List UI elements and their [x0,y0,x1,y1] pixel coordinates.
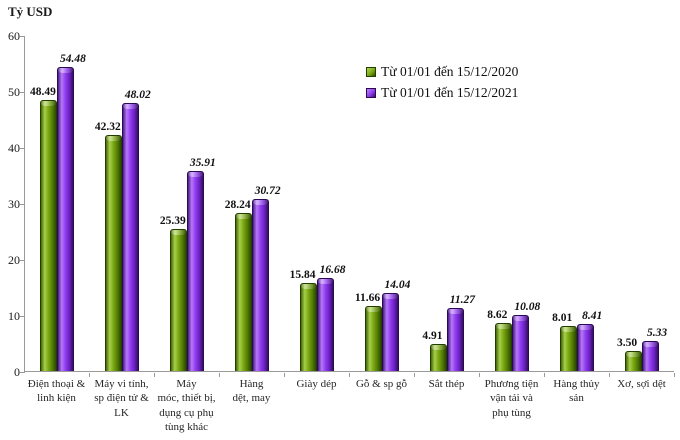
value-label: 48.49 [30,86,56,99]
value-label: 10.08 [514,300,541,313]
category-group: 8.62 10.08 [479,36,544,371]
y-tick-mark [20,204,25,205]
bar-2021: 8.41 [576,310,602,371]
value-label: 8.62 [487,308,508,321]
category-label: Hàng dệt, may [232,378,271,405]
category-group: 28.24 30.72 [220,36,285,371]
legend-swatch-icon [366,88,376,98]
value-label: 5.33 [647,327,668,340]
value-label: 8.41 [582,310,603,323]
category-label: Máy móc, thiết bị, dụng cụ phụ tùng khác [157,378,216,433]
bar-2020: 11.66 [355,292,382,371]
category-label: Xơ, sợi dệt [617,378,666,390]
x-tick-mark [284,373,285,377]
bar-2021: 54.48 [57,53,86,371]
category-group: 25.39 35.91 [155,36,220,371]
bar-2020: 48.49 [30,86,58,371]
category-label: Phương tiện vận tải và phụ tùng [484,378,539,419]
x-tick-mark [479,373,480,377]
value-label: 16.68 [319,263,346,276]
x-tick-mark [89,373,90,377]
y-tick-mark [20,316,25,317]
bar-2020: 42.32 [95,121,123,371]
x-tick-mark [349,373,350,377]
category-label: Điện thoại & linh kiện [27,378,86,405]
x-tick-mark [154,373,155,377]
value-label: 30.72 [254,185,281,198]
category-label: Gỗ & sp gỗ [355,378,408,390]
bar-2021: 14.04 [381,279,410,371]
value-label: 4.91 [422,329,443,342]
value-label: 54.48 [60,52,86,65]
plot-area: 48.49 54.48 42.32 48.02 25.39 35.91 28.24 30.72… [24,36,674,372]
value-label: 42.32 [94,120,121,133]
bar-2021: 35.91 [187,157,216,371]
value-label: 15.84 [289,268,316,281]
legend-item: Từ 01/01 đến 15/12/2020 [366,64,518,80]
bar-2020: 3.50 [617,337,642,371]
x-tick-mark [609,373,610,377]
y-tick-label: 0 [14,365,20,379]
axis-unit-label: Tỷ USD [8,4,53,19]
bar-2020: 15.84 [290,269,318,371]
legend-swatch-icon [366,67,376,77]
bar-2021: 10.08 [511,301,540,371]
category-label: Hàng thủy sản [553,378,600,405]
bar-2020: 8.62 [487,309,512,371]
category-group: 4.91 11.27 [414,36,479,371]
category-label: Giày dép [296,378,337,390]
category-group: 3.50 5.33 [609,36,674,371]
category-group: 42.32 48.02 [90,36,155,371]
bar-2021: 30.72 [252,185,281,371]
bar-2021: 48.02 [122,89,151,371]
y-tick-label: 20 [8,253,20,267]
bar-2020: 8.01 [552,312,577,371]
value-label: 48.02 [124,88,151,101]
x-tick-mark [219,373,220,377]
value-label: 25.39 [159,215,186,228]
x-tick-mark [544,373,545,377]
value-label: 8.01 [552,312,573,325]
y-tick-mark [20,92,25,93]
value-label: 14.04 [384,278,411,291]
bar-2020: 4.91 [422,330,447,371]
y-tick-mark [20,372,25,373]
category-group: 15.84 16.68 [285,36,350,371]
bar-2021: 11.27 [446,294,475,371]
bar-2020: 25.39 [160,215,188,371]
y-tick-mark [20,36,25,37]
bar-2021: 16.68 [317,264,346,371]
legend: Từ 01/01 đến 15/12/2020 Từ 01/01 đến 15/1… [366,64,518,101]
legend-item: Từ 01/01 đến 15/12/2021 [366,85,518,101]
category-axis: Điện thoại & linh kiện Máy vi tính, sp đi… [24,377,674,434]
category-group: 48.49 54.48 [25,36,90,371]
value-label: 11.66 [354,291,381,304]
legend-label: Từ 01/01 đến 15/12/2021 [381,85,519,100]
category-label: Sắt thép [428,378,465,390]
value-label: 3.50 [617,337,638,350]
y-tick-label: 50 [8,85,20,99]
bar-2020: 28.24 [225,199,253,371]
y-tick-mark [20,148,25,149]
y-tick-label: 40 [8,141,20,155]
bar-2021: 5.33 [641,327,667,371]
x-tick-mark [414,373,415,377]
value-label: 35.91 [189,156,216,169]
y-tick-label: 30 [8,197,20,211]
category-group: 8.01 8.41 [544,36,609,371]
y-tick-mark [20,260,25,261]
y-tick-label: 10 [8,309,20,323]
x-tick-mark [674,373,675,377]
y-tick-label: 60 [8,29,20,43]
value-label: 11.27 [449,294,476,307]
category-label: Máy vi tính, sp điện tử & LK [94,378,149,419]
legend-label: Từ 01/01 đến 15/12/2020 [381,64,519,79]
category-group: 11.66 14.04 [350,36,415,371]
value-label: 28.24 [224,199,251,212]
